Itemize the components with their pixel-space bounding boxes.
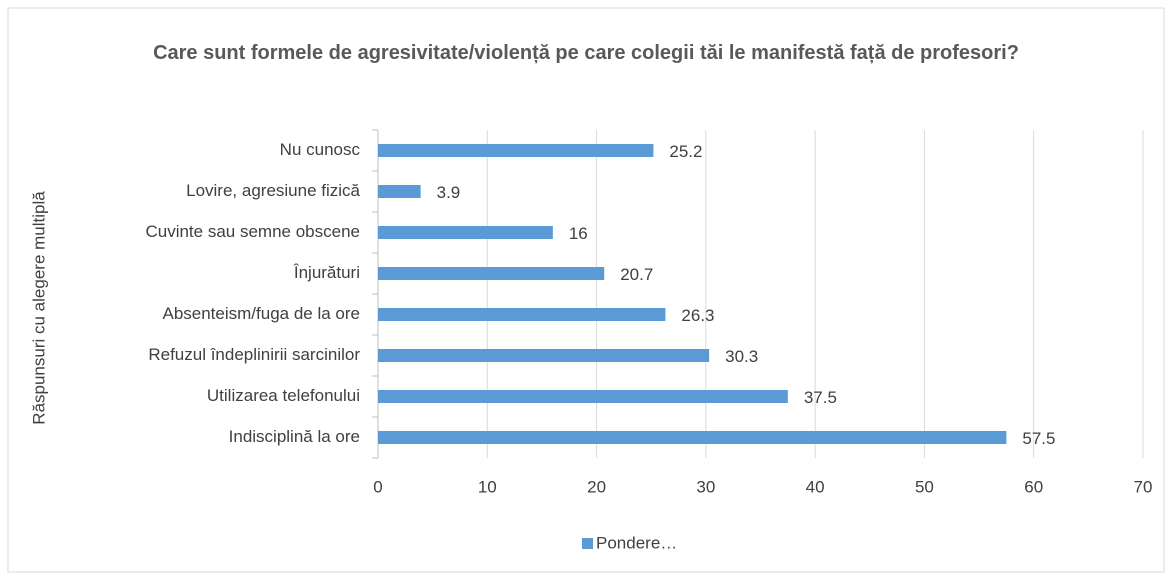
bar	[378, 185, 421, 198]
y-tick-label: Refuzul îndeplinirii sarcinilor	[148, 345, 360, 364]
x-tick-label: 50	[915, 477, 934, 496]
bar	[378, 431, 1007, 444]
y-tick-label: Utilizarea telefonului	[207, 386, 360, 405]
data-label: 57.5	[1022, 429, 1055, 448]
bar	[378, 308, 666, 321]
legend-swatch	[582, 538, 593, 549]
legend-label: Pondere…	[596, 533, 677, 552]
y-axis-label: Răspunsuri cu alegere multiplă	[29, 191, 48, 425]
bar	[378, 349, 710, 362]
chart-title: Care sunt formele de agresivitate/violen…	[153, 42, 1019, 64]
x-tick-label: 20	[587, 477, 606, 496]
x-tick-label: 40	[806, 477, 825, 496]
data-label: 37.5	[804, 388, 837, 407]
x-tick-label: 60	[1024, 477, 1043, 496]
data-label: 3.9	[437, 183, 461, 202]
data-label: 25.2	[669, 142, 702, 161]
bar	[378, 144, 654, 157]
data-label: 30.3	[725, 347, 758, 366]
y-tick-label: Lovire, agresiune fizică	[186, 181, 360, 200]
bar	[378, 390, 788, 403]
y-tick-label: Nu cunosc	[280, 140, 361, 159]
data-label: 26.3	[681, 306, 714, 325]
bar	[378, 267, 605, 280]
y-tick-label: Înjurături	[293, 263, 360, 282]
chart-border	[7, 7, 1165, 573]
data-label: 20.7	[620, 265, 653, 284]
data-label: 16	[569, 224, 588, 243]
bar	[378, 226, 553, 239]
y-tick-label: Cuvinte sau semne obscene	[145, 222, 360, 241]
x-tick-label: 30	[696, 477, 715, 496]
x-tick-label: 10	[478, 477, 497, 496]
y-tick-label: Absenteism/fuga de la ore	[162, 304, 360, 323]
y-tick-label: Indisciplină la ore	[229, 427, 360, 446]
x-tick-label: 70	[1134, 477, 1153, 496]
x-tick-label: 0	[373, 477, 382, 496]
